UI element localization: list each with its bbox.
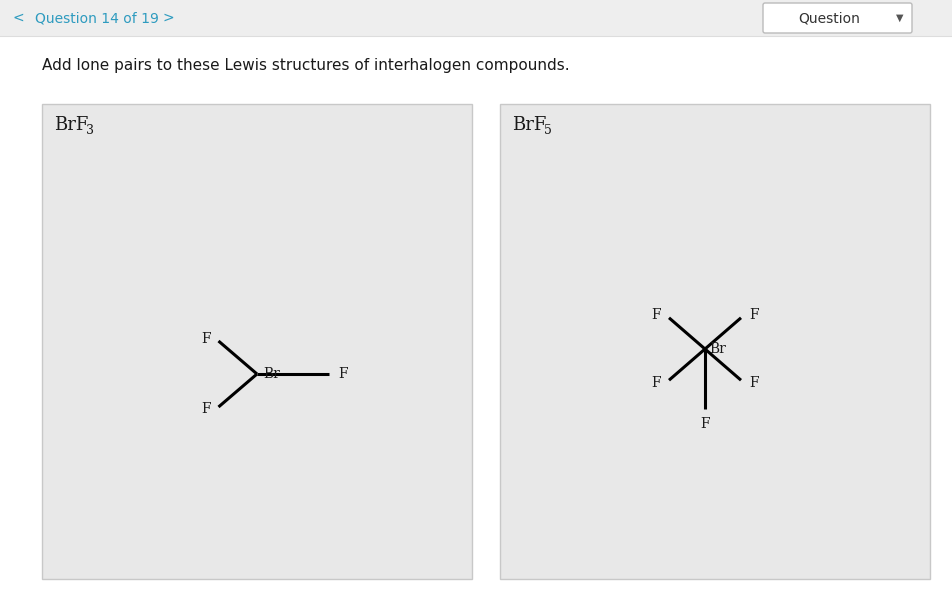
Text: <: < xyxy=(12,11,24,25)
Text: Add lone pairs to these Lewis structures of interhalogen compounds.: Add lone pairs to these Lewis structures… xyxy=(42,58,569,73)
Text: F: F xyxy=(202,402,211,416)
Text: Br: Br xyxy=(709,342,725,356)
Text: Br: Br xyxy=(263,367,280,381)
Text: F: F xyxy=(651,376,661,390)
Text: BrF: BrF xyxy=(54,116,89,134)
Text: ▼: ▼ xyxy=(896,13,903,23)
Text: F: F xyxy=(749,376,759,390)
Bar xyxy=(0,0,952,36)
Text: F: F xyxy=(749,308,759,322)
Text: F: F xyxy=(202,332,211,346)
Text: F: F xyxy=(651,308,661,322)
Text: >: > xyxy=(162,11,174,25)
FancyBboxPatch shape xyxy=(763,3,912,33)
Text: Question 14 of 19: Question 14 of 19 xyxy=(35,11,159,25)
Text: F: F xyxy=(338,367,347,381)
Text: 5: 5 xyxy=(544,124,552,137)
Text: BrF: BrF xyxy=(512,116,546,134)
Bar xyxy=(42,104,472,579)
Bar xyxy=(500,104,930,579)
Text: F: F xyxy=(700,417,710,431)
Text: Question: Question xyxy=(799,11,861,25)
Text: 3: 3 xyxy=(86,124,94,137)
